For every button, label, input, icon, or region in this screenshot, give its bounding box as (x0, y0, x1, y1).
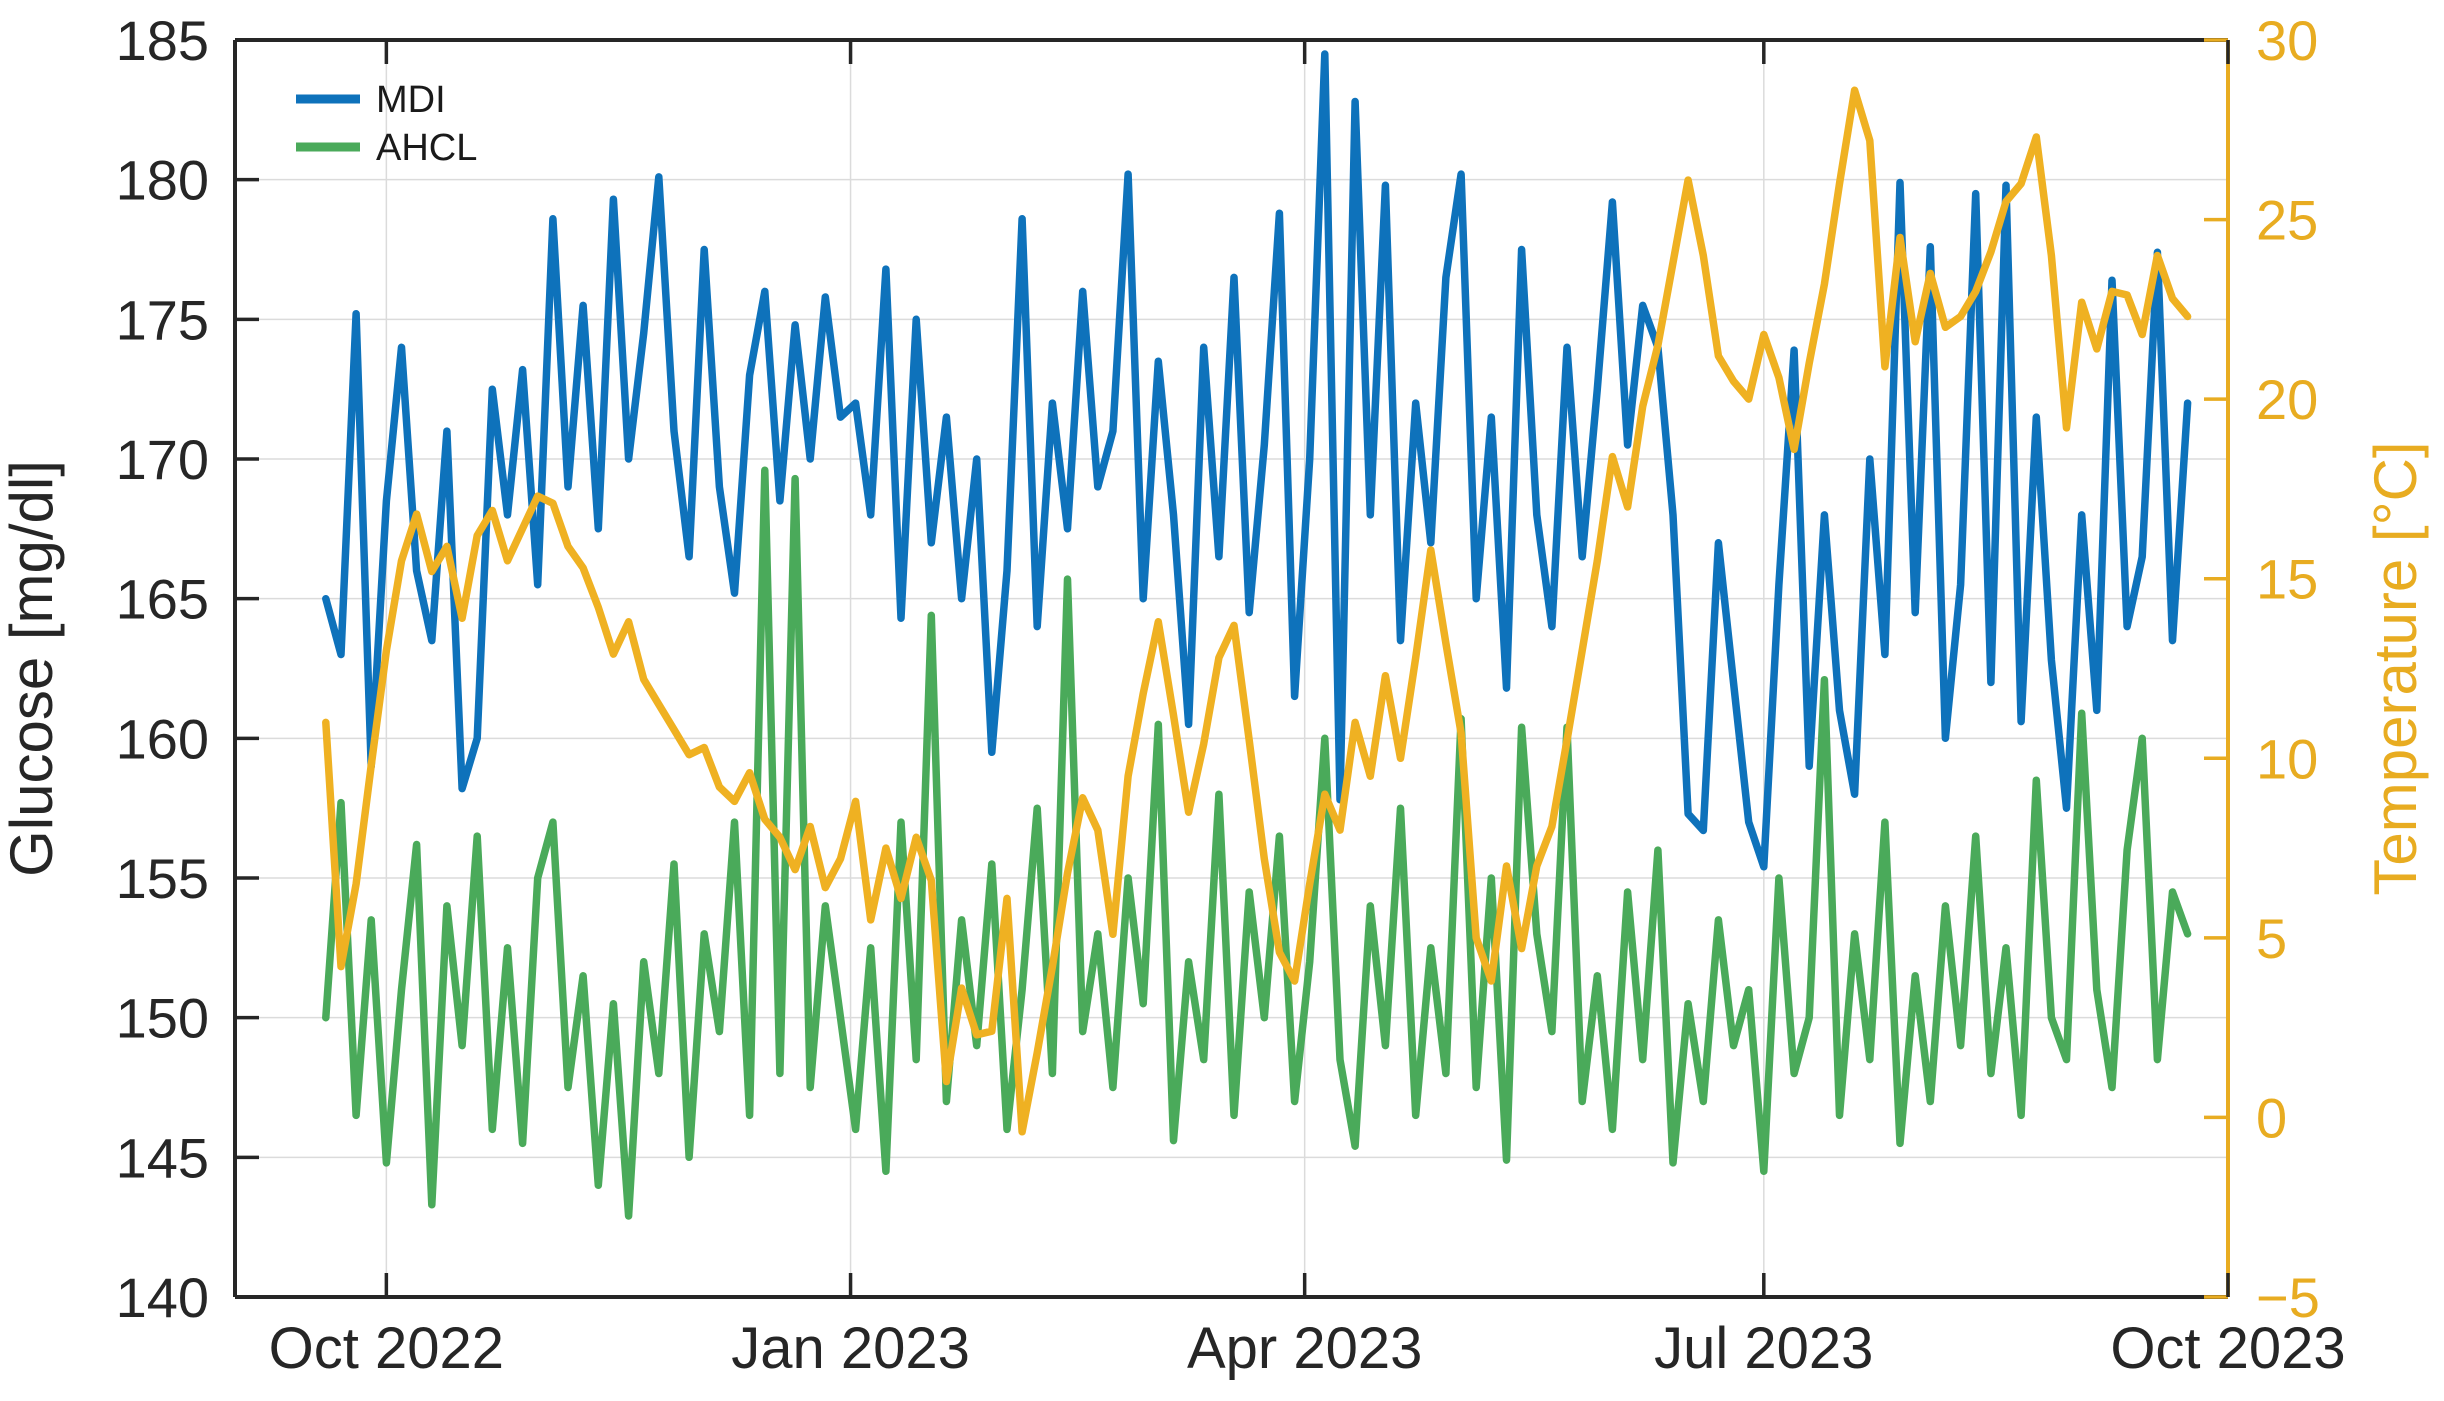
right-tick-label: 10 (2256, 727, 2318, 790)
x-tick-label: Apr 2023 (1187, 1316, 1422, 1381)
gridlines (235, 39, 2229, 1298)
left-tick-label: 185 (116, 9, 209, 72)
legend-label: AHCL (376, 127, 477, 169)
temperature-line (322, 86, 2192, 1136)
x-tick-label: Jul 2023 (1654, 1316, 1873, 1381)
left-tick-label: 160 (116, 707, 209, 770)
right-tick-label: 0 (2256, 1086, 2287, 1149)
left-tick-label: 175 (116, 288, 209, 351)
right-tick-label: −5 (2256, 1266, 2320, 1329)
right-tick-label: 20 (2256, 368, 2318, 431)
legend-item-ahcl: AHCL (296, 127, 477, 169)
left-tick-label: 165 (116, 568, 209, 631)
x-tick-label: Jan 2023 (731, 1316, 970, 1381)
axis-ticks: 140 145 150 155 160 165 170 175 180 185 −5 0 5 10 15 20… (116, 9, 2346, 1381)
right-tick-label: 30 (2256, 9, 2318, 72)
right-tick-label: 25 (2256, 189, 2318, 252)
left-axis-title: Glucose [mg/dl] (0, 460, 65, 877)
ahcl-line (322, 466, 2192, 1220)
left-tick-label: 180 (116, 149, 209, 212)
left-tick-label: 155 (116, 847, 209, 910)
legend: MDI AHCL (296, 79, 477, 169)
right-axis-title: Temperature [°C] (2362, 441, 2429, 895)
left-tick-label: 140 (116, 1266, 209, 1329)
x-tick-label: Oct 2023 (2110, 1316, 2345, 1381)
legend-label: MDI (376, 79, 446, 121)
legend-item-mdi: MDI (296, 79, 446, 121)
left-tick-label: 145 (116, 1126, 209, 1189)
x-tick-label: Oct 2022 (269, 1316, 504, 1381)
right-tick-label: 5 (2256, 907, 2287, 970)
left-tick-label: 170 (116, 428, 209, 491)
right-tick-label: 15 (2256, 548, 2318, 611)
left-tick-label: 150 (116, 987, 209, 1050)
mdi-line (322, 50, 2192, 871)
